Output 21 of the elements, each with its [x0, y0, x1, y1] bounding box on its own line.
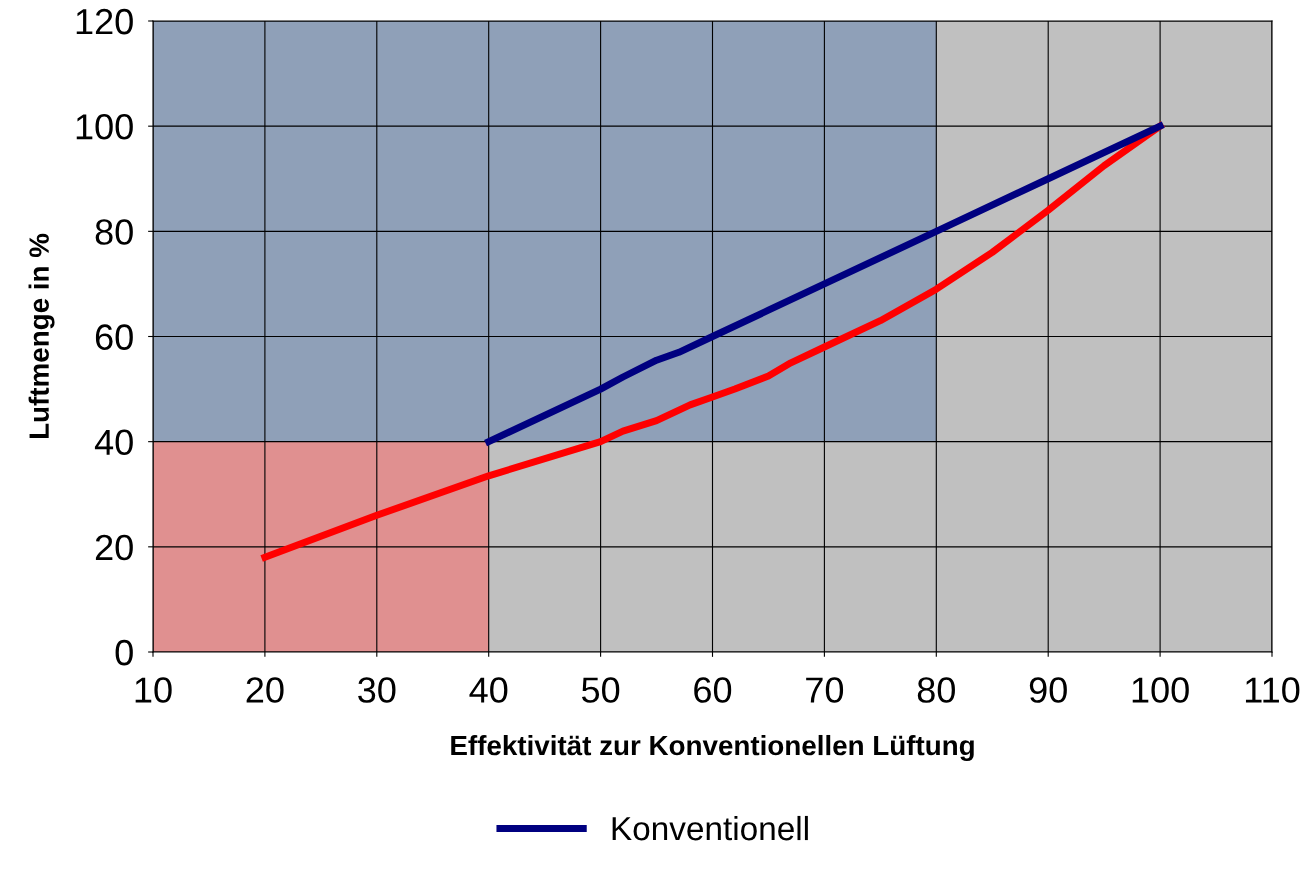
y-tick-label: 80: [95, 219, 133, 245]
x-tick-label: 50: [581, 677, 620, 703]
x-tick-label: 30: [358, 677, 396, 703]
x-tick-label: 90: [1029, 677, 1067, 703]
x-tick-label: 110: [1245, 677, 1300, 703]
y-tick-label: 40: [94, 429, 133, 456]
y-tick-label: 20: [95, 534, 133, 561]
x-tick-label: 10: [135, 677, 172, 703]
y-axis-title: Luftmenge in %: [28, 233, 55, 439]
y-tick-label: 60: [95, 324, 133, 350]
x-tick-label: 60: [694, 677, 732, 703]
y-tick-label: 120: [76, 8, 133, 35]
y-tick-label: 100: [76, 114, 133, 140]
x-tick-label: 70: [806, 677, 844, 703]
x-tick-label: 100: [1132, 677, 1189, 703]
x-tick-label: 80: [917, 677, 955, 703]
legend-label: Konventionell: [612, 815, 808, 841]
x-tick-label: 40: [469, 677, 508, 703]
y-tick-label: 0: [115, 639, 133, 666]
x-axis-title: Effektivität zur Konventionellen Lüftung: [451, 734, 974, 761]
x-tick-label: 20: [246, 677, 284, 703]
